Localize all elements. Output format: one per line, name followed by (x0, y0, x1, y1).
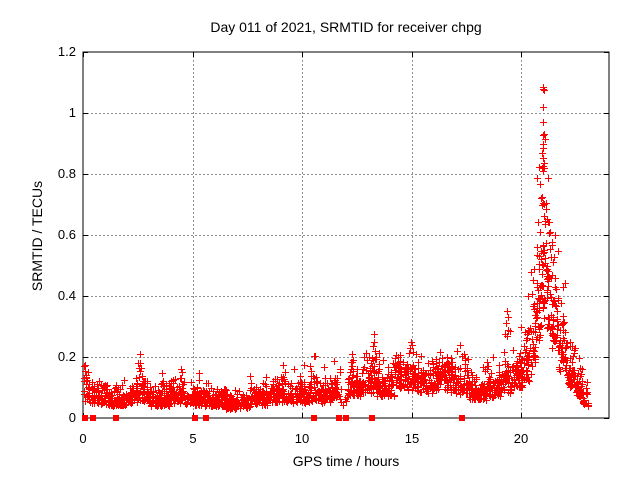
y-tick-label: 1.2 (58, 44, 76, 59)
zero-value-square (82, 415, 88, 421)
chart-title: Day 011 of 2021, SRMTID for receiver chp… (210, 19, 481, 35)
x-tick-label: 10 (295, 431, 309, 446)
x-tick-label: 0 (79, 431, 86, 446)
plot-border (82, 51, 610, 419)
scatter-plus-markers (81, 84, 592, 413)
zero-markers-group (82, 415, 465, 421)
x-tick-label: 15 (405, 431, 419, 446)
y-tick-label: 0.4 (58, 288, 76, 303)
y-tick-label: 0.6 (58, 227, 76, 242)
zero-value-square (369, 415, 375, 421)
scatter-points-group (81, 84, 592, 413)
grid-lines (83, 52, 609, 418)
zero-value-square (203, 415, 209, 421)
y-tick-label: 1 (69, 105, 76, 120)
y-tick-label: 0.2 (58, 349, 76, 364)
tick-labels-group: 0 5 10 15 20 0 0.2 0.4 0.6 0.8 1 1.2 (58, 44, 528, 446)
x-tick-label: 20 (514, 431, 528, 446)
zero-value-square (343, 415, 349, 421)
zero-value-square (192, 415, 198, 421)
y-tick-label: 0 (69, 410, 76, 425)
zero-value-square (459, 415, 465, 421)
zero-value-square (311, 415, 317, 421)
x-tick-label: 5 (189, 431, 196, 446)
y-axis-label: SRMTID / TECUs (29, 181, 45, 291)
zero-value-square (90, 415, 96, 421)
zero-value-square (113, 415, 119, 421)
gridlines-group (83, 52, 609, 418)
axis-ticks-group (83, 52, 609, 419)
x-axis-label: GPS time / hours (293, 453, 400, 469)
y-tick-label: 0.8 (58, 166, 76, 181)
zero-value-square (336, 415, 342, 421)
tick-marks (83, 52, 609, 419)
